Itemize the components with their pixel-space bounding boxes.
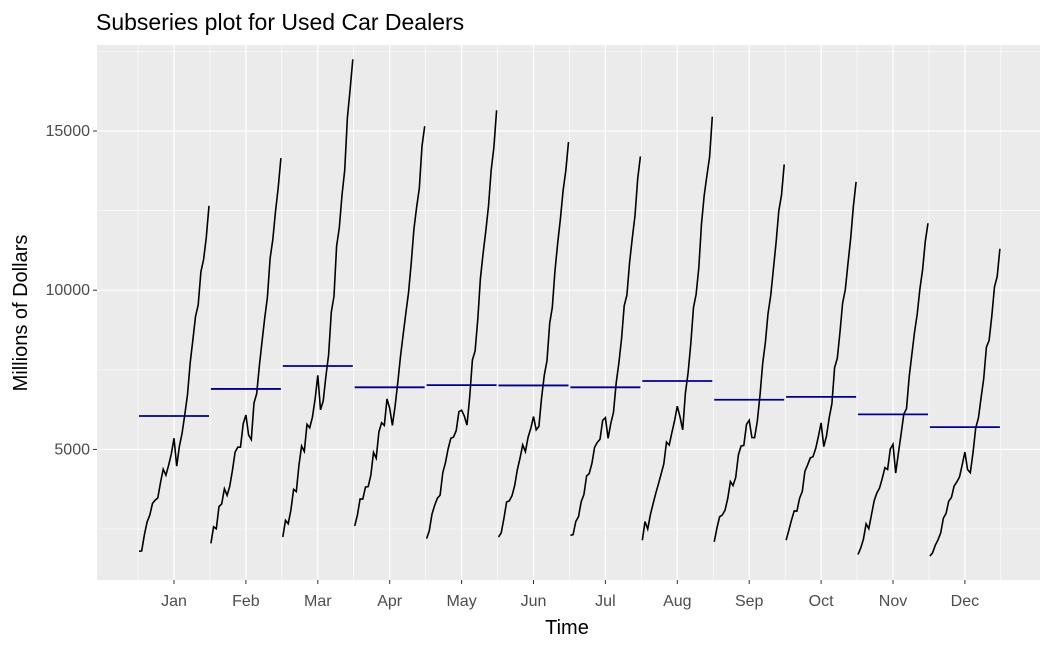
mean-lines	[139, 365, 1000, 429]
x-tick-label-jan: Jan	[161, 593, 187, 610]
series-line-oct	[785, 181, 857, 541]
series-lines	[138, 59, 1001, 557]
x-tick-label-jul: Jul	[595, 593, 615, 610]
y-axis: 5000 10000 15000	[46, 123, 97, 458]
series-line-mar	[282, 59, 354, 538]
y-tick-label: 5000	[54, 441, 90, 458]
plot-panel	[97, 45, 1040, 580]
series-line-jan	[138, 205, 210, 553]
y-tick-label: 15000	[46, 123, 91, 140]
x-tick-label-jun: Jun	[521, 593, 547, 610]
panel-background	[97, 45, 1040, 580]
series-line-jul	[570, 156, 642, 537]
x-tick-label-dec: Dec	[951, 593, 979, 610]
y-axis-title: Millions of Dollars	[10, 235, 32, 392]
series-line-nov	[857, 223, 929, 555]
series-line-jun	[497, 142, 570, 538]
series-line-dec	[929, 248, 1001, 557]
x-tick-label-aug: Aug	[663, 593, 691, 610]
x-axis-title: Time	[545, 617, 589, 639]
series-line-may	[425, 110, 498, 539]
x-tick-label-may: May	[446, 593, 476, 610]
chart-title: Subseries plot for Used Car Dealers	[96, 9, 464, 35]
x-tick-label-feb: Feb	[232, 593, 260, 610]
x-tick-label-oct: Oct	[809, 593, 834, 610]
series-line-aug	[641, 116, 714, 541]
x-tick-label-apr: Apr	[377, 593, 403, 610]
x-tick-label-mar: Mar	[304, 593, 332, 610]
series-line-apr	[353, 126, 426, 527]
x-tick-label-nov: Nov	[879, 593, 907, 610]
x-axis: Jan Feb Mar Apr May Jun Jul Aug Sep Oct Nov Dec	[161, 580, 979, 610]
series-line-sep	[713, 164, 785, 542]
x-tick-label-sep: Sep	[735, 593, 764, 610]
y-tick-label: 10000	[46, 282, 91, 299]
series-line-feb	[210, 158, 282, 544]
